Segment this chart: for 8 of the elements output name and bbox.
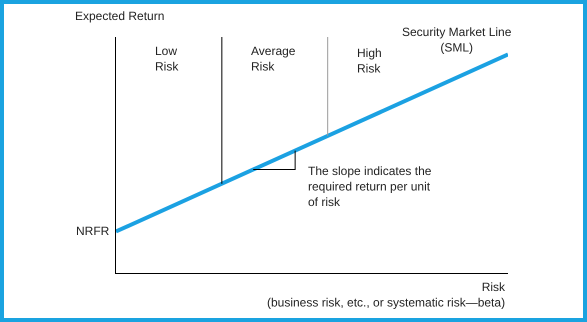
annotation: NRFR [76, 224, 110, 238]
annotation: High Risk [357, 46, 382, 76]
y-axis-title: Expected Return [75, 9, 164, 23]
x-axis-title: Risk (business risk, etc., or systematic risk—beta) [267, 280, 506, 310]
annotation: Average Risk [251, 44, 296, 74]
annotation: The slope indicates the required return per unit of risk [308, 164, 432, 210]
series-label: Security Market Line (SML) [402, 25, 512, 55]
annotation: Low Risk [155, 44, 180, 74]
